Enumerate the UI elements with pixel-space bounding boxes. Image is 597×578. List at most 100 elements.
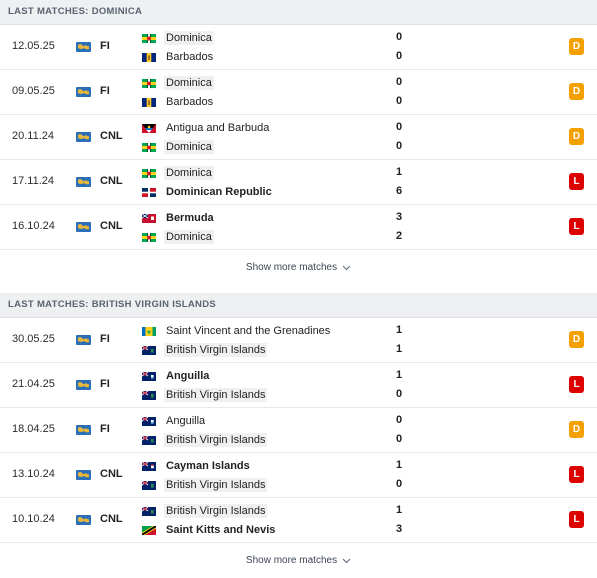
dominica-flag-icon — [142, 33, 156, 43]
match-row[interactable]: 30.05.25 FI Saint Vincent and the Grenadin… — [0, 318, 597, 363]
team-home[interactable]: Bermuda — [142, 209, 216, 227]
dominica-flag-icon — [142, 232, 156, 242]
competition-globe-icon — [76, 87, 91, 97]
match-row[interactable]: 17.11.24 CNL Dominica Dominican Republic 1 6 L — [0, 160, 597, 205]
team-away[interactable]: Dominican Republic — [142, 183, 274, 201]
competition-code: FI — [100, 40, 110, 52]
team-name: Saint Vincent and the Grenadines — [166, 325, 331, 337]
bvi-flag-icon — [142, 435, 156, 445]
team-name: Anguilla — [166, 415, 206, 427]
team-home[interactable]: Saint Vincent and the Grenadines — [142, 322, 332, 340]
match-date: 13.10.24 — [12, 468, 55, 480]
competition-globe-icon — [76, 515, 91, 525]
match-row[interactable]: 16.10.24 CNL Bermuda Dominica 3 2 L — [0, 205, 597, 250]
home-score: 1 — [395, 504, 403, 516]
competition-code: FI — [100, 423, 110, 435]
team-name: Antigua and Barbuda — [166, 122, 270, 134]
barbados-flag-icon — [142, 97, 156, 107]
team-name: Dominica — [164, 140, 214, 154]
team-home[interactable]: Antigua and Barbuda — [142, 119, 271, 137]
team-away[interactable]: Dominica — [142, 138, 214, 156]
team-away[interactable]: British Virgin Islands — [142, 476, 268, 494]
match-date: 09.05.25 — [12, 85, 55, 97]
away-score: 1 — [395, 343, 403, 355]
bermuda-flag-icon — [142, 213, 156, 223]
result-badge: L — [569, 466, 584, 483]
result-badge: L — [569, 376, 584, 393]
competition-globe-icon — [76, 222, 91, 232]
competition-globe-icon — [76, 425, 91, 435]
home-score: 0 — [395, 31, 403, 43]
match-row[interactable]: 21.04.25 FI Anguilla British Virgin Islands… — [0, 363, 597, 408]
anguilla-flag-icon — [142, 416, 156, 426]
match-row[interactable]: 10.10.24 CNL British Virgin Islands Saint K… — [0, 498, 597, 543]
away-score: 0 — [395, 478, 403, 490]
match-date: 20.11.24 — [12, 130, 55, 142]
team-name: Dominica — [164, 31, 214, 45]
team-home[interactable]: Dominica — [142, 74, 214, 92]
result-badge: D — [569, 83, 584, 100]
competition-code: CNL — [100, 175, 123, 187]
team-name: Dominican Republic — [166, 186, 272, 198]
team-name: Saint Kitts and Nevis — [166, 524, 276, 536]
dominica-flag-icon — [142, 142, 156, 152]
away-score: 0 — [395, 140, 403, 152]
bvi-flag-icon — [142, 345, 156, 355]
team-name: British Virgin Islands — [164, 433, 268, 447]
result-badge: L — [569, 511, 584, 528]
antigua-flag-icon — [142, 123, 156, 133]
team-name: Cayman Islands — [166, 460, 250, 472]
team-name: British Virgin Islands — [164, 388, 268, 402]
team-away[interactable]: Dominica — [142, 228, 214, 246]
show-more-button[interactable]: Show more matches — [0, 543, 597, 578]
team-home[interactable]: Cayman Islands — [142, 457, 252, 475]
match-date: 12.05.25 — [12, 40, 55, 52]
competition-code: FI — [100, 378, 110, 390]
team-away[interactable]: British Virgin Islands — [142, 431, 268, 449]
team-away[interactable]: Saint Kitts and Nevis — [142, 521, 277, 539]
team-away[interactable]: Barbados — [142, 48, 215, 66]
match-date: 16.10.24 — [12, 220, 55, 232]
show-more-button[interactable]: Show more matches — [0, 250, 597, 285]
show-more-label: Show more matches — [245, 262, 338, 273]
bvi-flag-icon — [142, 390, 156, 400]
competition-globe-icon — [76, 42, 91, 52]
away-score: 6 — [395, 185, 403, 197]
match-row[interactable]: 20.11.24 CNL Antigua and Barbuda Dominica 0 0… — [0, 115, 597, 160]
away-score: 0 — [395, 95, 403, 107]
team-name: British Virgin Islands — [164, 504, 268, 518]
chevron-down-icon — [342, 265, 351, 270]
team-home[interactable]: Dominica — [142, 164, 214, 182]
show-more-label: Show more matches — [245, 555, 338, 566]
competition-code: CNL — [100, 468, 123, 480]
team-name: Anguilla — [166, 370, 210, 382]
match-row[interactable]: 18.04.25 FI Anguilla British Virgin Islands… — [0, 408, 597, 453]
dominican-republic-flag-icon — [142, 187, 156, 197]
team-home[interactable]: British Virgin Islands — [142, 502, 268, 520]
team-name: Barbados — [166, 96, 214, 108]
bvi-flag-icon — [142, 480, 156, 490]
team-home[interactable]: Anguilla — [142, 367, 211, 385]
competition-code: FI — [100, 333, 110, 345]
team-away[interactable]: Barbados — [142, 93, 215, 111]
team-name: British Virgin Islands — [164, 343, 268, 357]
match-date: 18.04.25 — [12, 423, 55, 435]
team-away[interactable]: British Virgin Islands — [142, 386, 268, 404]
team-home[interactable]: Dominica — [142, 29, 214, 47]
competition-code: CNL — [100, 130, 123, 142]
competition-globe-icon — [76, 470, 91, 480]
team-home[interactable]: Anguilla — [142, 412, 207, 430]
competition-code: FI — [100, 85, 110, 97]
match-row[interactable]: 13.10.24 CNL Cayman Islands British Virgin … — [0, 453, 597, 498]
match-row[interactable]: 09.05.25 FI Dominica Barbados 0 0 D — [0, 70, 597, 115]
competition-globe-icon — [76, 177, 91, 187]
team-name: Barbados — [166, 51, 214, 63]
competition-globe-icon — [76, 132, 91, 142]
away-score: 0 — [395, 433, 403, 445]
team-away[interactable]: British Virgin Islands — [142, 341, 268, 359]
home-score: 1 — [395, 369, 403, 381]
match-row[interactable]: 12.05.25 FI Dominica Barbados 0 0 D — [0, 25, 597, 70]
team-name: Dominica — [164, 76, 214, 90]
match-date: 21.04.25 — [12, 378, 55, 390]
